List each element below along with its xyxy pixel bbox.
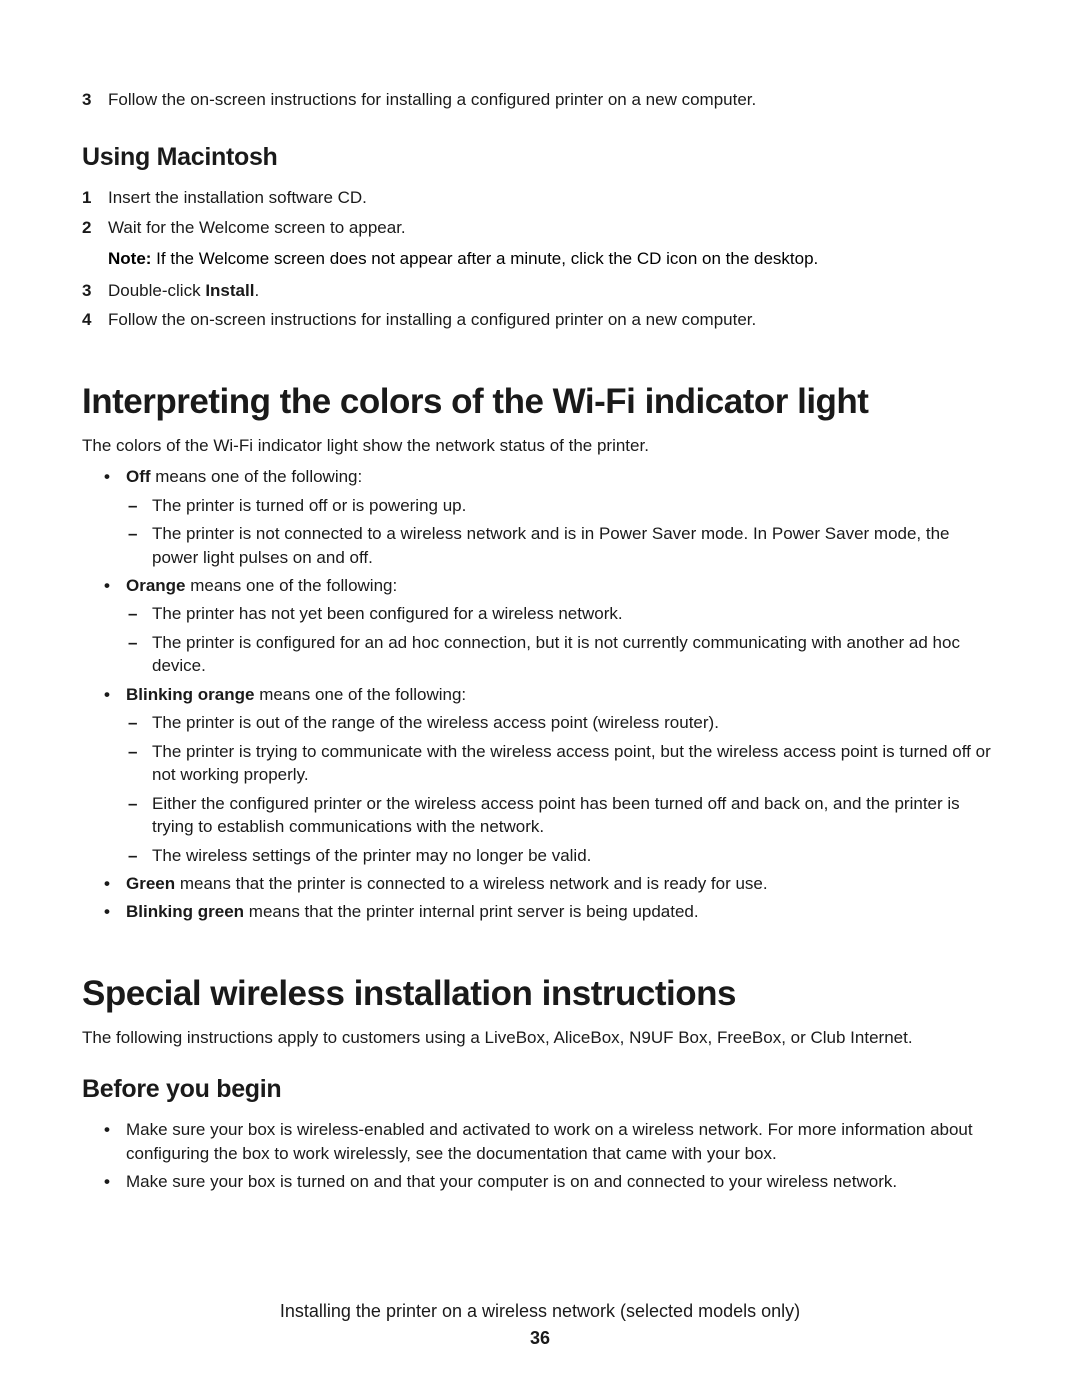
dash-text: The printer is turned off or is powering… [152,494,998,517]
before-you-begin-list: • Make sure your box is wireless-enabled… [82,1118,998,1193]
off-sublist: – The printer is turned off or is poweri… [82,494,998,569]
dash-text: The wireless settings of the printer may… [152,844,998,867]
mac-step-2: 2 Wait for the Welcome screen to appear. [82,216,998,239]
page-footer: Installing the printer on a wireless net… [0,1301,1080,1349]
heading-using-macintosh: Using Macintosh [82,143,998,172]
dash-marker: – [128,740,152,787]
bullet-text: Green means that the printer is connecte… [126,872,998,895]
step-text: Follow the on-screen instructions for in… [108,88,998,111]
bullet-marker: • [104,900,126,923]
note-text: If the Welcome screen does not appear af… [151,249,818,268]
interpreting-intro: The colors of the Wi-Fi indicator light … [82,434,998,457]
dash-text: The printer is configured for an ad hoc … [152,631,998,678]
dash-marker: – [128,602,152,625]
bullet-marker: • [104,683,126,706]
heading-interpreting-colors: Interpreting the colors of the Wi-Fi ind… [82,382,998,422]
bullet-orange: • Orange means one of the following: [104,574,998,597]
dash-item: – The printer is trying to communicate w… [128,740,998,787]
dash-item: – The printer is configured for an ad ho… [128,631,998,678]
page-number: 36 [0,1328,1080,1349]
bullet-blinking-orange: • Blinking orange means one of the follo… [104,683,998,706]
mac-step-3: 3 Double-click Install. [82,279,998,302]
chapter-title: Installing the printer on a wireless net… [0,1301,1080,1322]
step-number: 3 [82,279,108,302]
mac-step-1: 1 Insert the installation software CD. [82,186,998,209]
heading-before-you-begin: Before you begin [82,1075,998,1104]
dash-marker: – [128,844,152,867]
dash-item: – The printer has not yet been configure… [128,602,998,625]
dash-text: The printer is not connected to a wirele… [152,522,998,569]
wifi-colors-list: • Off means one of the following: – The … [82,465,998,924]
dash-item: – Either the configured printer or the w… [128,792,998,839]
dash-text: The printer is out of the range of the w… [152,711,998,734]
step-number: 4 [82,308,108,331]
dash-text: The printer has not yet been configured … [152,602,998,625]
step-text: Double-click Install. [108,279,998,302]
bullet-text: Off means one of the following: [126,465,998,488]
mac-step-4: 4 Follow the on-screen instructions for … [82,308,998,331]
bullet-text: Blinking orange means one of the followi… [126,683,998,706]
bullet-item: • Make sure your box is turned on and th… [104,1170,998,1193]
dash-item: – The printer is out of the range of the… [128,711,998,734]
step-number: 2 [82,216,108,239]
dash-marker: – [128,494,152,517]
mac-note: Note: If the Welcome screen does not app… [108,247,998,270]
bullet-marker: • [104,872,126,895]
orange-sublist: – The printer has not yet been configure… [82,602,998,677]
dash-marker: – [128,631,152,678]
bullet-text: Orange means one of the following: [126,574,998,597]
step-3-previous-section: 3 Follow the on-screen instructions for … [82,88,998,111]
dash-marker: – [128,522,152,569]
bullet-text: Make sure your box is turned on and that… [126,1170,998,1193]
bullet-marker: • [104,574,126,597]
step-number: 1 [82,186,108,209]
bullet-text: Make sure your box is wireless-enabled a… [126,1118,998,1165]
dash-item: – The wireless settings of the printer m… [128,844,998,867]
special-intro: The following instructions apply to cust… [82,1026,998,1049]
dash-text: The printer is trying to communicate wit… [152,740,998,787]
bullet-marker: • [104,1118,126,1165]
step-number: 3 [82,88,108,111]
bullet-item: • Make sure your box is wireless-enabled… [104,1118,998,1165]
bullet-text: Blinking green means that the printer in… [126,900,998,923]
bullet-marker: • [104,1170,126,1193]
bullet-blinking-green: • Blinking green means that the printer … [104,900,998,923]
dash-item: – The printer is not connected to a wire… [128,522,998,569]
bullet-marker: • [104,465,126,488]
dash-text: Either the configured printer or the wir… [152,792,998,839]
dash-marker: – [128,792,152,839]
note-label: Note: [108,249,151,268]
blinking-orange-sublist: – The printer is out of the range of the… [82,711,998,867]
dash-item: – The printer is turned off or is poweri… [128,494,998,517]
heading-special-wireless: Special wireless installation instructio… [82,974,998,1014]
step-text: Follow the on-screen instructions for in… [108,308,998,331]
step-text: Insert the installation software CD. [108,186,998,209]
step-text: Wait for the Welcome screen to appear. [108,216,998,239]
dash-marker: – [128,711,152,734]
bullet-off: • Off means one of the following: [104,465,998,488]
bullet-green: • Green means that the printer is connec… [104,872,998,895]
